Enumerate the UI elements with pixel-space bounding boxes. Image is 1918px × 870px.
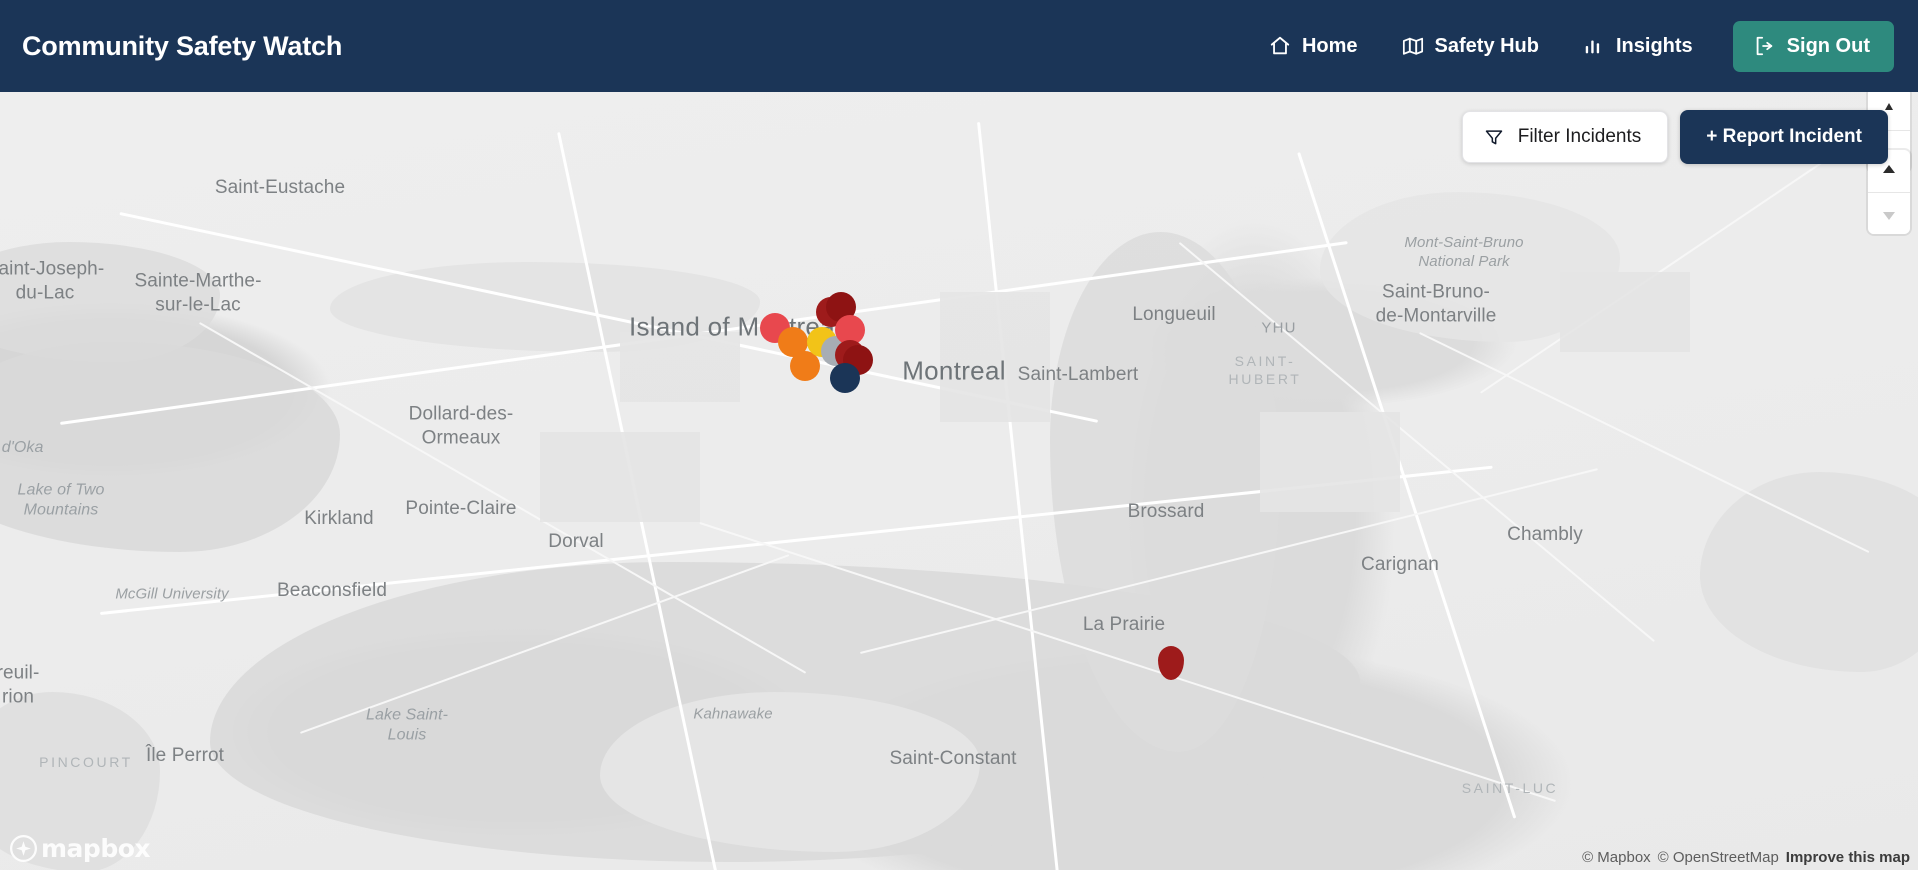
app-header: Community Safety Watch Home Safety Hub — [0, 0, 1918, 92]
home-icon — [1269, 35, 1291, 57]
attribution-improve[interactable]: Improve this map — [1785, 849, 1910, 866]
nav-label-home: Home — [1301, 34, 1358, 57]
report-incident-button[interactable]: + Report Incident — [1680, 110, 1888, 164]
map-water — [0, 342, 340, 552]
sign-out-button[interactable]: Sign Out — [1732, 20, 1894, 72]
map-urban-block — [1260, 412, 1400, 512]
incident-marker[interactable] — [830, 363, 860, 393]
app-title: Community Safety Watch — [22, 30, 343, 61]
funnel-icon — [1483, 126, 1505, 148]
incident-marker[interactable] — [790, 351, 820, 381]
mapbox-logo[interactable]: mapbox — [10, 834, 151, 863]
sign-out-label: Sign Out — [1786, 34, 1870, 57]
logout-icon — [1753, 35, 1775, 57]
incident-marker[interactable] — [1158, 646, 1184, 680]
map-urban-block — [1560, 272, 1690, 352]
mapbox-mark-icon — [10, 835, 37, 862]
map-urban-block — [540, 432, 700, 522]
map-landmass — [600, 692, 980, 852]
filter-incidents-label: Filter Incidents — [1517, 126, 1642, 147]
map-attribution: © Mapbox © OpenStreetMap Improve this ma… — [1582, 849, 1910, 866]
map-urban-block — [620, 332, 740, 402]
map-urban-block — [940, 292, 1050, 422]
map-action-bar: Filter Incidents + Report Incident — [1461, 110, 1888, 164]
nav-label-safety-hub: Safety Hub — [1434, 34, 1539, 57]
mapbox-wordmark: mapbox — [41, 834, 151, 863]
nav-item-home[interactable]: Home — [1247, 25, 1380, 68]
filter-incidents-button[interactable]: Filter Incidents — [1461, 111, 1669, 163]
nav-label-insights: Insights — [1616, 34, 1693, 57]
attribution-osm[interactable]: © OpenStreetMap — [1657, 849, 1779, 866]
attribution-mapbox[interactable]: © Mapbox — [1582, 849, 1651, 866]
incident-map[interactable]: Saint-EustacheSaint-Joseph- du-LacSainte… — [0, 92, 1918, 870]
bar-chart-icon — [1583, 35, 1605, 57]
nav-item-safety-hub[interactable]: Safety Hub — [1380, 25, 1561, 68]
nav-item-insights[interactable]: Insights — [1561, 25, 1715, 68]
main-nav: Home Safety Hub Insigh — [1247, 20, 1894, 72]
map-landmass — [0, 692, 160, 870]
compass-down-icon[interactable] — [1868, 192, 1910, 234]
map-icon — [1402, 35, 1424, 57]
